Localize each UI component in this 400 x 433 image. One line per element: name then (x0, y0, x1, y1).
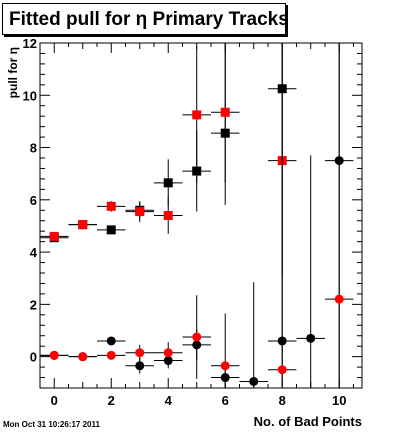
data-point (49, 231, 59, 241)
data-point (106, 225, 116, 235)
data-point (163, 348, 173, 358)
data-point (306, 333, 316, 343)
y-tick-label: 10 (23, 88, 37, 103)
x-axis-label: No. of Bad Points (254, 414, 362, 429)
x-tick-label: 8 (279, 393, 286, 408)
y-tick-label: 12 (23, 36, 37, 51)
data-point (106, 350, 116, 360)
x-tick-label: 6 (222, 393, 229, 408)
data-point (277, 365, 287, 375)
data-point (78, 220, 88, 230)
x-tick-label: 10 (332, 393, 346, 408)
data-point (135, 361, 145, 371)
data-point (106, 201, 116, 211)
x-tick-label: 4 (165, 393, 173, 408)
data-point (334, 294, 344, 304)
plot-frame (39, 42, 363, 389)
y-tick-label: 4 (30, 245, 38, 260)
y-tick-label: 0 (30, 350, 37, 365)
data-point (163, 178, 173, 188)
x-tick-label: 2 (108, 393, 115, 408)
data-point (163, 211, 173, 220)
x-tick-label: 0 (51, 393, 58, 408)
y-axis-label: pull for η (6, 47, 20, 98)
data-point (249, 376, 259, 386)
data-point (192, 110, 202, 120)
data-point (78, 352, 88, 362)
series-3 (40, 43, 354, 388)
y-tick-label: 2 (30, 297, 37, 312)
data-point (220, 361, 230, 371)
data-point (106, 336, 116, 346)
data-point (192, 332, 202, 342)
timestamp: Mon Oct 31 10:26:17 2011 (3, 420, 100, 429)
data-point (135, 207, 145, 217)
chart-title-box: Fitted pull for η Primary Tracks (2, 3, 289, 35)
data-point (220, 107, 230, 117)
data-point (49, 350, 59, 360)
data-point (135, 348, 145, 358)
chart-title: Fitted pull for η Primary Tracks (9, 9, 289, 30)
y-tick-label: 8 (30, 141, 37, 156)
y-tick-label: 6 (30, 193, 37, 208)
